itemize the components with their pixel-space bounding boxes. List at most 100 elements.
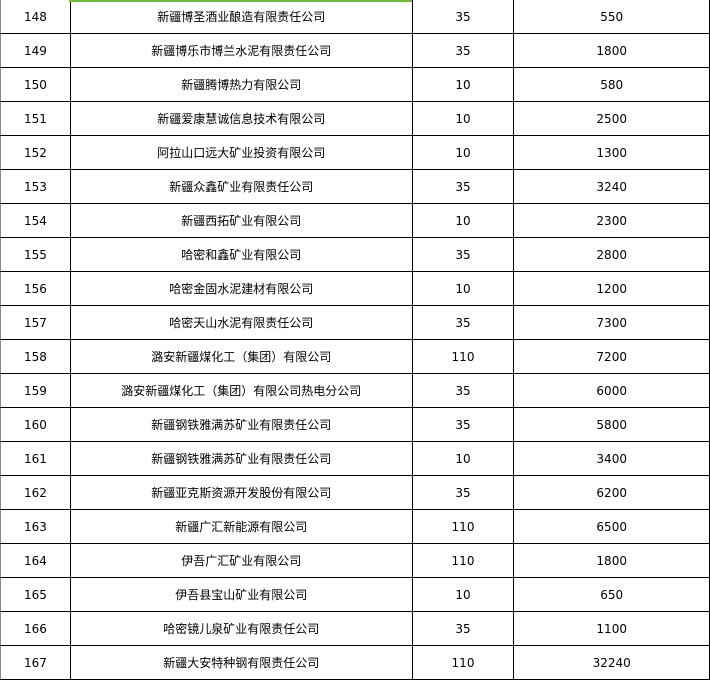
row-number-cell[interactable]: 160 [0, 407, 71, 442]
row-number-cell[interactable]: 154 [0, 203, 71, 238]
capacity-cell[interactable]: 580 [513, 67, 710, 102]
company-name-cell[interactable]: 新疆腾博热力有限公司 [69, 67, 413, 102]
table-row: 160 新疆钢铁雅满苏矿业有限责任公司 35 5800 [0, 407, 710, 442]
company-name-cell[interactable]: 阿拉山口远大矿业投资有限公司 [69, 135, 413, 170]
company-name-cell[interactable]: 新疆大安特种钢有限责任公司 [69, 645, 413, 680]
table-row: 165 伊吾县宝山矿业有限公司 10 650 [0, 577, 710, 612]
company-name-cell[interactable]: 新疆众鑫矿业有限责任公司 [69, 169, 413, 204]
voltage-cell[interactable]: 10 [411, 271, 515, 306]
capacity-cell[interactable]: 550 [513, 0, 710, 34]
table-row: 161 新疆钢铁雅满苏矿业有限责任公司 10 3400 [0, 441, 710, 476]
row-number-cell[interactable]: 163 [0, 509, 71, 544]
company-name-cell[interactable]: 潞安新疆煤化工（集团）有限公司热电分公司 [69, 373, 413, 408]
row-number-cell[interactable]: 149 [0, 33, 71, 68]
capacity-cell[interactable]: 3400 [513, 441, 710, 476]
row-number-cell[interactable]: 162 [0, 475, 71, 510]
table-row: 148 新疆博圣酒业酿造有限责任公司 35 550 [0, 0, 710, 34]
table-row: 149 新疆博乐市博兰水泥有限责任公司 35 1800 [0, 33, 710, 68]
table-row: 156 哈密金固水泥建材有限公司 10 1200 [0, 271, 710, 306]
table-row: 159 潞安新疆煤化工（集团）有限公司热电分公司 35 6000 [0, 373, 710, 408]
company-name-cell[interactable]: 新疆钢铁雅满苏矿业有限责任公司 [69, 441, 413, 476]
voltage-cell[interactable]: 110 [411, 543, 515, 578]
voltage-cell[interactable]: 35 [411, 237, 515, 272]
capacity-cell[interactable]: 7300 [513, 305, 710, 340]
capacity-cell[interactable]: 650 [513, 577, 710, 612]
company-name-cell[interactable]: 新疆博乐市博兰水泥有限责任公司 [69, 33, 413, 68]
voltage-cell[interactable]: 110 [411, 509, 515, 544]
table-row: 153 新疆众鑫矿业有限责任公司 35 3240 [0, 169, 710, 204]
capacity-cell[interactable]: 1100 [513, 611, 710, 646]
company-name-cell[interactable]: 哈密金固水泥建材有限公司 [69, 271, 413, 306]
row-number-cell[interactable]: 158 [0, 339, 71, 374]
table-row: 150 新疆腾博热力有限公司 10 580 [0, 67, 710, 102]
capacity-cell[interactable]: 1300 [513, 135, 710, 170]
row-number-cell[interactable]: 150 [0, 67, 71, 102]
voltage-cell[interactable]: 35 [411, 305, 515, 340]
row-number-cell[interactable]: 155 [0, 237, 71, 272]
capacity-cell[interactable]: 2500 [513, 101, 710, 136]
company-name-cell[interactable]: 哈密天山水泥有限责任公司 [69, 305, 413, 340]
company-name-cell[interactable]: 新疆亚克斯资源开发股份有限公司 [69, 475, 413, 510]
voltage-cell[interactable]: 10 [411, 135, 515, 170]
voltage-cell[interactable]: 110 [411, 339, 515, 374]
table-row: 151 新疆爱康慧诚信息技术有限公司 10 2500 [0, 101, 710, 136]
row-number-cell[interactable]: 156 [0, 271, 71, 306]
row-number-cell[interactable]: 152 [0, 135, 71, 170]
voltage-cell[interactable]: 10 [411, 577, 515, 612]
row-number-cell[interactable]: 164 [0, 543, 71, 578]
voltage-cell[interactable]: 10 [411, 441, 515, 476]
company-name-cell[interactable]: 新疆钢铁雅满苏矿业有限责任公司 [69, 407, 413, 442]
table-row: 155 哈密和鑫矿业有限公司 35 2800 [0, 237, 710, 272]
capacity-cell[interactable]: 6500 [513, 509, 710, 544]
table-row: 158 潞安新疆煤化工（集团）有限公司 110 7200 [0, 339, 710, 374]
table-row: 152 阿拉山口远大矿业投资有限公司 10 1300 [0, 135, 710, 170]
row-number-cell[interactable]: 165 [0, 577, 71, 612]
voltage-cell[interactable]: 35 [411, 475, 515, 510]
voltage-cell[interactable]: 35 [411, 33, 515, 68]
row-number-cell[interactable]: 166 [0, 611, 71, 646]
capacity-cell[interactable]: 6000 [513, 373, 710, 408]
company-name-cell[interactable]: 新疆博圣酒业酿造有限责任公司 [69, 0, 413, 34]
capacity-cell[interactable]: 5800 [513, 407, 710, 442]
capacity-cell[interactable]: 1800 [513, 543, 710, 578]
row-number-cell[interactable]: 151 [0, 101, 71, 136]
company-name-cell[interactable]: 潞安新疆煤化工（集团）有限公司 [69, 339, 413, 374]
capacity-cell[interactable]: 1200 [513, 271, 710, 306]
capacity-cell[interactable]: 32240 [513, 645, 710, 680]
voltage-cell[interactable]: 35 [411, 373, 515, 408]
voltage-cell[interactable]: 35 [411, 169, 515, 204]
company-name-cell[interactable]: 新疆广汇新能源有限公司 [69, 509, 413, 544]
company-name-cell[interactable]: 伊吾县宝山矿业有限公司 [69, 577, 413, 612]
company-name-cell[interactable]: 新疆爱康慧诚信息技术有限公司 [69, 101, 413, 136]
company-name-cell[interactable]: 新疆西拓矿业有限公司 [69, 203, 413, 238]
voltage-cell[interactable]: 35 [411, 0, 515, 34]
row-number-cell[interactable]: 159 [0, 373, 71, 408]
company-name-cell[interactable]: 哈密和鑫矿业有限公司 [69, 237, 413, 272]
table-row: 164 伊吾广汇矿业有限公司 110 1800 [0, 543, 710, 578]
capacity-cell[interactable]: 1800 [513, 33, 710, 68]
voltage-cell[interactable]: 10 [411, 203, 515, 238]
table-row: 166 哈密镜儿泉矿业有限责任公司 35 1100 [0, 611, 710, 646]
company-name-cell[interactable]: 哈密镜儿泉矿业有限责任公司 [69, 611, 413, 646]
voltage-cell[interactable]: 10 [411, 101, 515, 136]
voltage-cell[interactable]: 35 [411, 407, 515, 442]
voltage-cell[interactable]: 110 [411, 645, 515, 680]
capacity-cell[interactable]: 2300 [513, 203, 710, 238]
capacity-cell[interactable]: 7200 [513, 339, 710, 374]
capacity-cell[interactable]: 6200 [513, 475, 710, 510]
table-row: 167 新疆大安特种钢有限责任公司 110 32240 [0, 645, 710, 680]
table-row: 157 哈密天山水泥有限责任公司 35 7300 [0, 305, 710, 340]
capacity-cell[interactable]: 2800 [513, 237, 710, 272]
capacity-cell[interactable]: 3240 [513, 169, 710, 204]
company-name-cell[interactable]: 伊吾广汇矿业有限公司 [69, 543, 413, 578]
voltage-cell[interactable]: 10 [411, 67, 515, 102]
row-number-cell[interactable]: 157 [0, 305, 71, 340]
row-number-cell[interactable]: 167 [0, 645, 71, 680]
row-number-cell[interactable]: 153 [0, 169, 71, 204]
row-number-cell[interactable]: 148 [0, 0, 71, 34]
row-number-cell[interactable]: 161 [0, 441, 71, 476]
table-row: 163 新疆广汇新能源有限公司 110 6500 [0, 509, 710, 544]
table-row: 162 新疆亚克斯资源开发股份有限公司 35 6200 [0, 475, 710, 510]
voltage-cell[interactable]: 35 [411, 611, 515, 646]
